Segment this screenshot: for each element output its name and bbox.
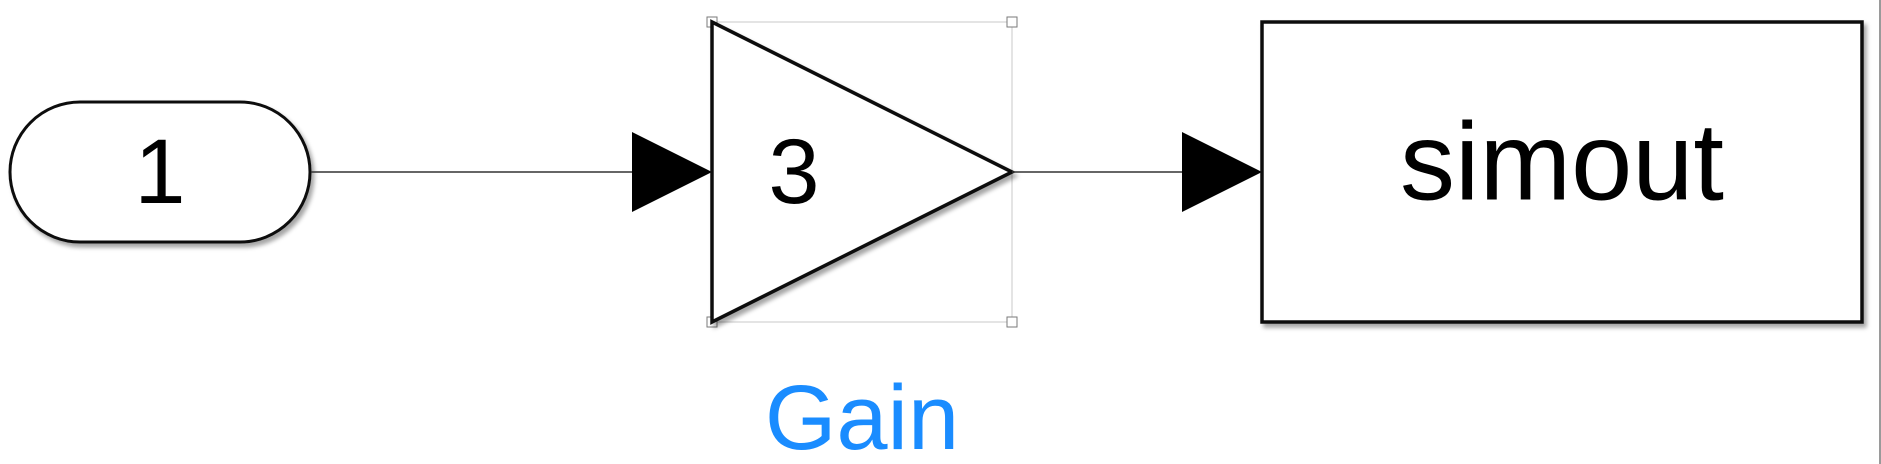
signal-line-constant-to-gain[interactable] (311, 132, 712, 212)
resize-handle-bottom-right[interactable] (1006, 316, 1018, 328)
canvas-border (1879, 0, 1881, 464)
gain-block-name[interactable]: Gain (765, 367, 959, 464)
arrowhead-icon (1182, 132, 1262, 212)
signal-line-gain-to-simout[interactable] (1012, 132, 1262, 212)
gain-value: 3 (768, 121, 819, 223)
constant-block[interactable]: 1 (8, 100, 312, 244)
to-workspace-block-shape (1260, 20, 1864, 324)
constant-block-shape (8, 100, 312, 244)
constant-value: 1 (134, 121, 185, 223)
arrowhead-icon (632, 132, 712, 212)
to-workspace-variable: simout (1400, 101, 1724, 224)
gain-block[interactable]: 3 Gain (706, 16, 1018, 464)
gain-triangle-icon (710, 19, 1016, 325)
to-workspace-block[interactable]: simout (1260, 20, 1864, 324)
resize-handle-top-right[interactable] (1006, 16, 1018, 28)
